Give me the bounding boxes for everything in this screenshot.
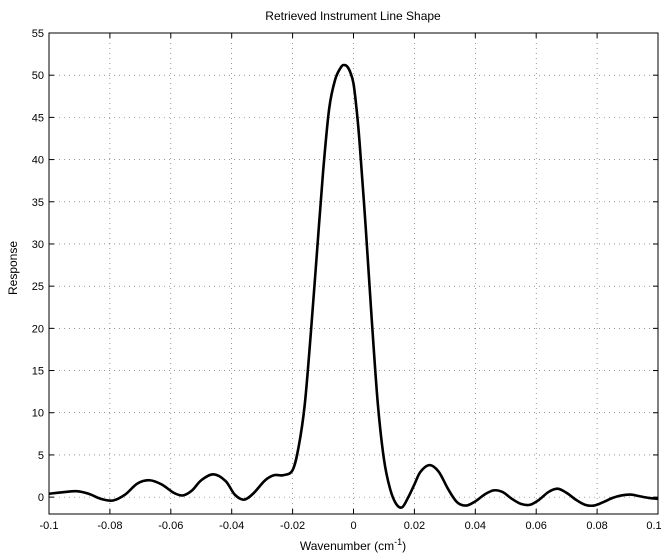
y-tick-label: 25: [32, 281, 44, 293]
x-tick-label: 0.04: [465, 520, 486, 532]
x-tick-label: -0.02: [280, 520, 305, 532]
x-tick-labels: -0.1 -0.08 -0.06 -0.04 -0.02 0 0.02 0.04 0.06 0.0…: [40, 520, 662, 532]
x-axis-label-text: Wavenumber (cm: [300, 539, 394, 553]
x-tick-label: 0.1: [646, 520, 661, 532]
series-line: [48, 63, 659, 509]
y-tick-label: 0: [38, 492, 44, 504]
y-tick-label: 45: [32, 112, 44, 124]
x-tick-label: -0.1: [40, 520, 59, 532]
y-tick-labels: 0 5 10 15 20 25 30 35 40 45 50 55: [32, 28, 44, 504]
x-axis-label-suffix: ): [402, 539, 406, 553]
x-tick-label: 0.08: [586, 520, 607, 532]
chart-title: Retrieved Instrument Line Shape: [265, 9, 441, 23]
y-tick-label: 35: [32, 197, 44, 209]
y-tick-label: 50: [32, 70, 44, 82]
x-axis-label-superscript: -1: [394, 537, 402, 547]
y-tick-label: 20: [32, 323, 44, 335]
grid-lines: [49, 33, 658, 514]
x-tick-label: 0.02: [404, 520, 425, 532]
y-tick-label: 40: [32, 155, 44, 167]
x-tick-label: 0: [350, 520, 356, 532]
y-tick-label: 5: [38, 450, 44, 462]
x-axis-label: Wavenumber (cm-1): [300, 537, 406, 553]
x-tick-label: -0.06: [158, 520, 183, 532]
axis-ticks: [48, 32, 659, 514]
x-tick-label: 0.06: [525, 520, 546, 532]
y-tick-label: 15: [32, 366, 44, 378]
y-tick-label: 55: [32, 28, 44, 40]
y-tick-label: 30: [32, 239, 44, 251]
line-series: [48, 63, 659, 509]
x-tick-label: -0.04: [219, 520, 244, 532]
y-axis-label: Response: [6, 241, 20, 295]
x-tick-label: -0.08: [97, 520, 122, 532]
y-tick-label: 10: [32, 408, 44, 420]
